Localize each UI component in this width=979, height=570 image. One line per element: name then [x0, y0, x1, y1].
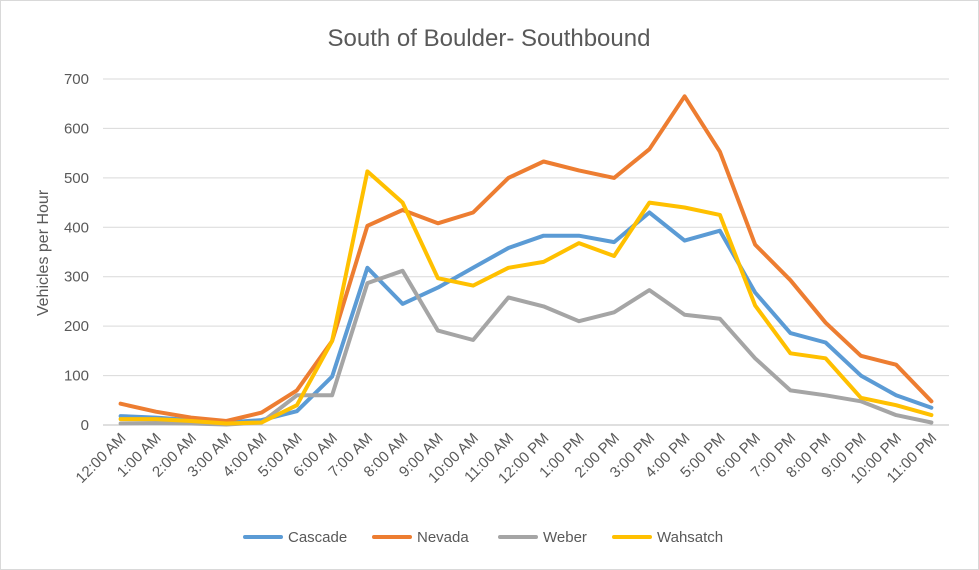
y-tick-label: 700 [64, 71, 89, 88]
y-tick-label: 100 [64, 368, 89, 385]
legend-label-weber: Weber [543, 529, 587, 546]
y-tick-label: 500 [64, 170, 89, 187]
y-axis-ticks: 0 100 200 300 400 500 600 700 [64, 71, 89, 434]
series-line-wahsatch [118, 169, 934, 426]
x-axis-ticks: 12:00 AM1:00 AM2:00 AM3:00 AM4:00 AM5:00… [73, 430, 941, 487]
legend-label-cascade: Cascade [288, 529, 347, 546]
chart-title: South of Boulder- Southbound [328, 25, 651, 52]
x-tick-label: 12:00 AM [73, 430, 130, 487]
series-line-cascade [118, 210, 934, 425]
y-axis-title: Vehicles per Hour [35, 189, 52, 316]
y-tick-label: 200 [64, 318, 89, 335]
series-line-weber [118, 268, 934, 427]
legend: Cascade Nevada Weber Wahsatch [243, 529, 723, 546]
series-lines [118, 94, 934, 427]
gridlines [103, 78, 949, 426]
y-tick-label: 300 [64, 269, 89, 286]
series-line-nevada [118, 94, 934, 423]
y-tick-label: 400 [64, 219, 89, 236]
legend-label-wahsatch: Wahsatch [657, 529, 723, 546]
y-tick-label: 0 [81, 417, 89, 434]
y-tick-label: 600 [64, 120, 89, 137]
legend-label-nevada: Nevada [417, 529, 469, 546]
